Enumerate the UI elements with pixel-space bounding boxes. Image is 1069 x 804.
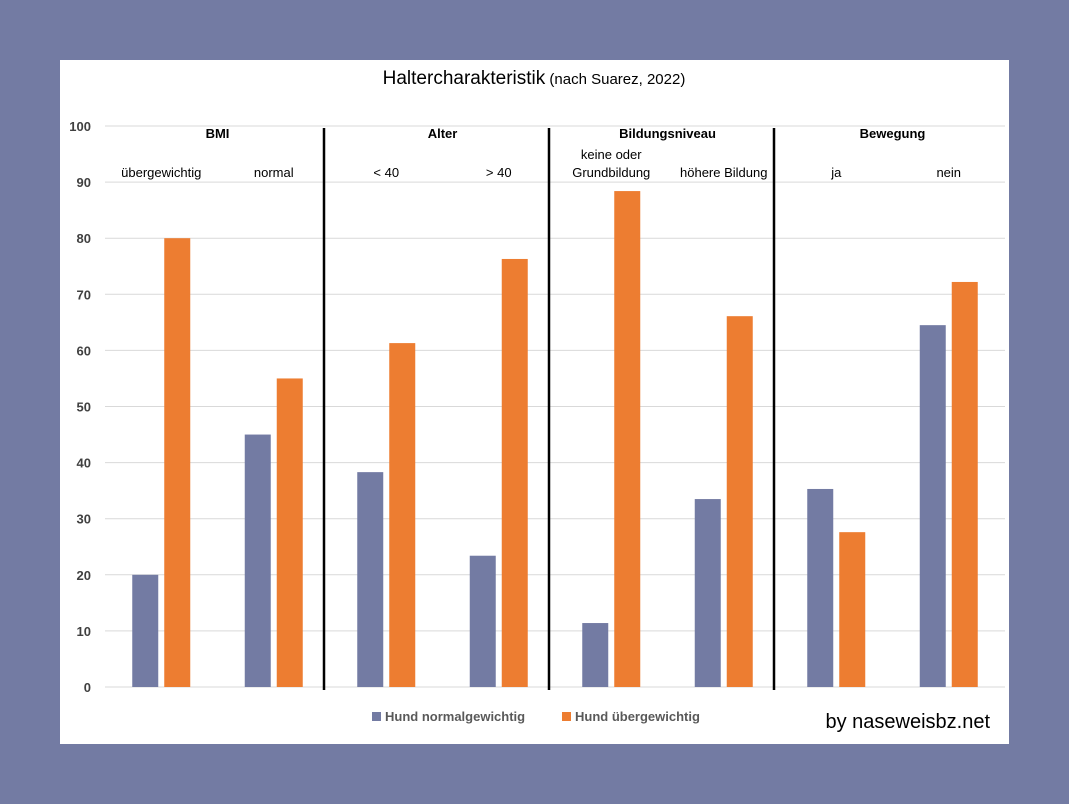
y-tick-label: 40 [77, 456, 91, 471]
group-label: Alter [428, 126, 458, 141]
group-label: BMI [206, 126, 230, 141]
y-tick-label: 90 [77, 175, 91, 190]
y-tick-label: 20 [77, 568, 91, 583]
credit-text: by naseweisbz.net [825, 711, 990, 733]
bar-normalgewichtig [357, 472, 384, 687]
y-tick-label: 100 [69, 119, 91, 134]
legend-swatch [372, 712, 381, 721]
y-tick-label: 80 [77, 231, 91, 246]
category-label: keine oder Grundbildung [572, 147, 650, 180]
bar-uebergewichtig [726, 316, 753, 687]
category-label: < 40 [373, 165, 399, 180]
y-tick-label: 30 [77, 512, 91, 527]
bar-normalgewichtig [919, 325, 946, 687]
category-label: höhere Bildung [680, 165, 767, 180]
bar-uebergewichtig [276, 378, 303, 687]
y-tick-label: 0 [84, 680, 91, 695]
category-label: ja [830, 165, 842, 180]
y-tick-label: 50 [77, 400, 91, 415]
legend-label: Hund normalgewichtig [385, 709, 525, 724]
bar-normalgewichtig [582, 623, 609, 687]
category-label: > 40 [486, 165, 512, 180]
bar-uebergewichtig [389, 343, 416, 687]
y-tick-label: 10 [77, 624, 91, 639]
bar-chart: Haltercharakteristik (nach Suarez, 2022)… [69, 68, 1005, 733]
bar-uebergewichtig [614, 191, 641, 688]
group-label: Bildungsniveau [619, 126, 716, 141]
category-label: nein [936, 165, 961, 180]
bar-uebergewichtig [951, 281, 978, 687]
legend-label: Hund übergewichtig [575, 709, 700, 724]
y-tick-label: 60 [77, 343, 91, 358]
y-tick-label: 70 [77, 287, 91, 302]
bar-uebergewichtig [164, 238, 191, 687]
chart-title: Haltercharakteristik (nach Suarez, 2022) [383, 68, 686, 89]
bar-uebergewichtig [839, 532, 866, 687]
category-label: normal [254, 165, 294, 180]
bar-normalgewichtig [694, 499, 721, 687]
bar-normalgewichtig [807, 488, 834, 687]
title-subtitle: (nach Suarez, 2022) [545, 71, 685, 88]
legend-swatch [562, 712, 571, 721]
category-label: übergewichtig [121, 165, 201, 180]
bar-normalgewichtig [469, 555, 496, 687]
group-label: Bewegung [860, 126, 926, 141]
chart-card: Haltercharakteristik (nach Suarez, 2022)… [60, 60, 1009, 744]
title-main: Haltercharakteristik [383, 68, 546, 89]
bar-uebergewichtig [501, 258, 528, 687]
bar-normalgewichtig [132, 574, 159, 687]
bar-normalgewichtig [244, 434, 271, 687]
